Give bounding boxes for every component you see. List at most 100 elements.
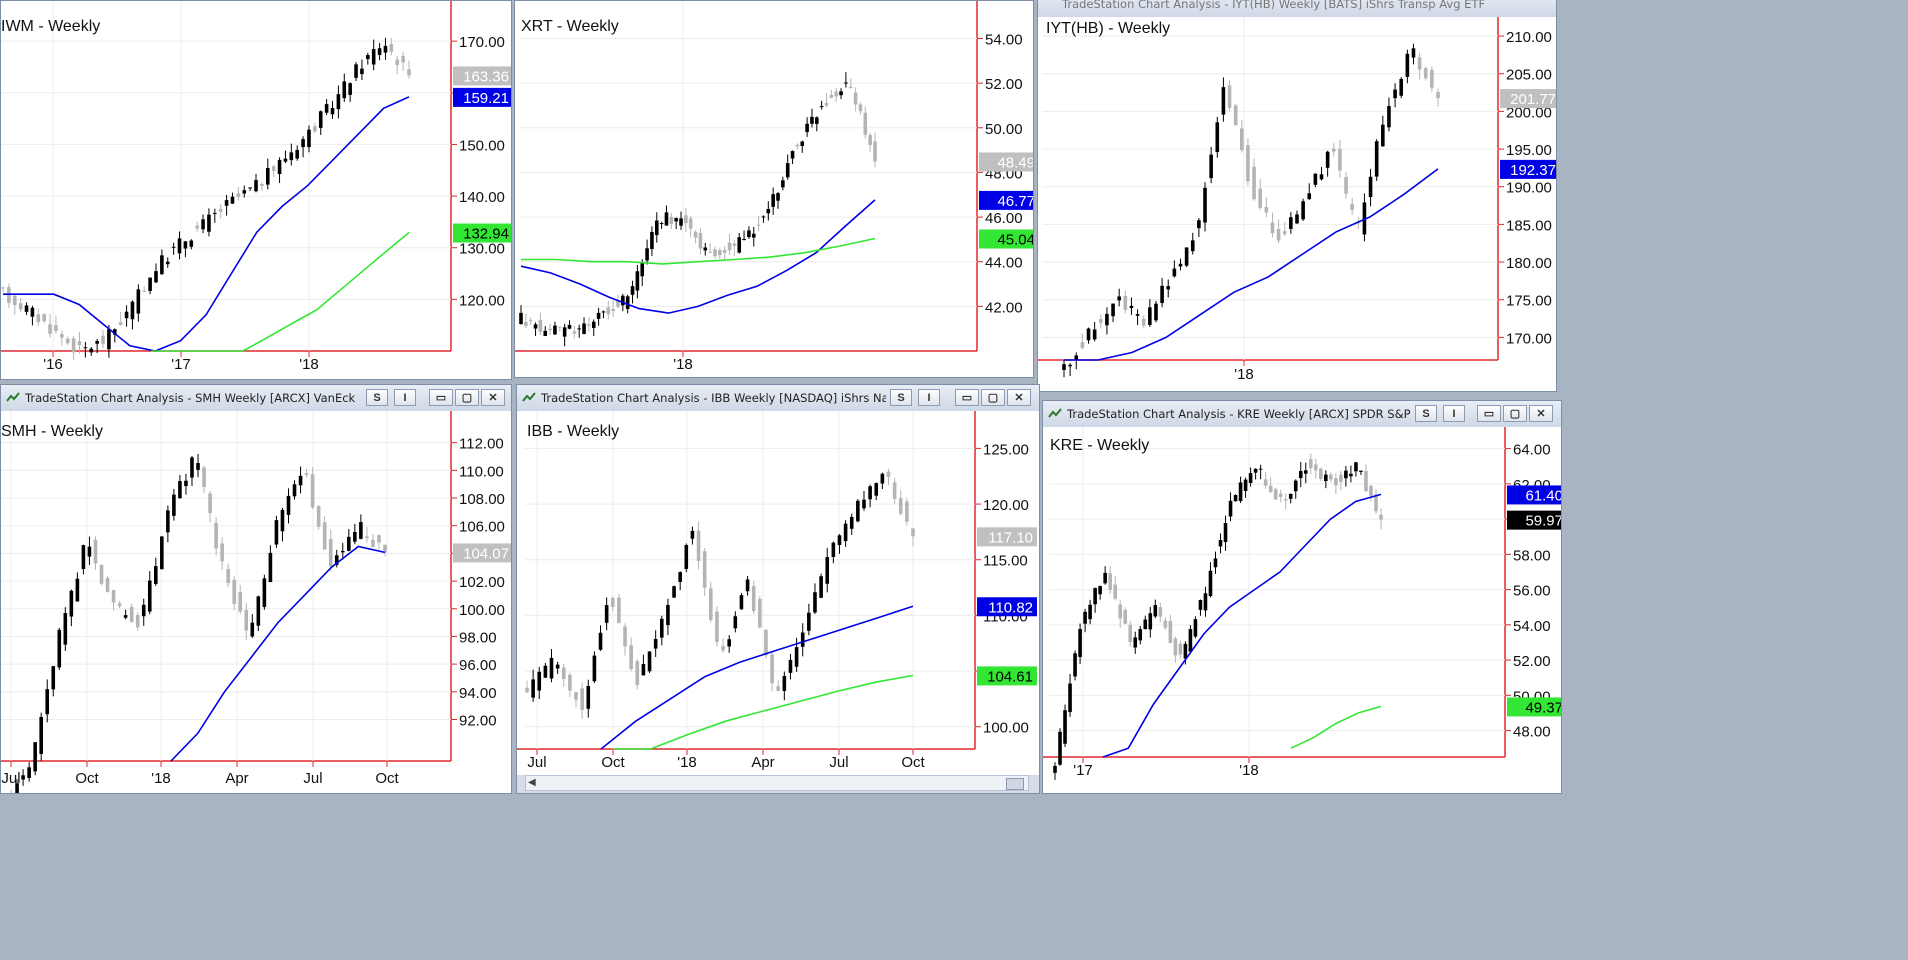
candle-body	[75, 578, 80, 602]
candle-body	[1158, 607, 1163, 617]
candle-body	[528, 319, 533, 321]
candle-body	[218, 208, 223, 212]
candle-body	[751, 586, 756, 612]
candle-body	[271, 166, 276, 171]
candle-body	[1160, 285, 1164, 304]
candle-body	[592, 655, 597, 682]
candle-body	[843, 523, 848, 542]
candle-body	[1387, 106, 1391, 128]
candle-body	[171, 246, 176, 248]
iwm-chart-window[interactable]: 170.00160.00150.00140.00130.00120.00'16'…	[0, 0, 512, 380]
candle-body	[135, 615, 140, 628]
candle-body	[672, 586, 676, 598]
close-button[interactable]: ✕	[1007, 389, 1031, 406]
i-menu-button[interactable]: I	[918, 389, 940, 406]
chart-symbol-label: KRE - Weekly	[1050, 437, 1149, 454]
last-price-flag	[1500, 89, 1556, 109]
smh-chart-plot[interactable]: 112.00110.00108.00106.00104.00102.00100.…	[1, 411, 511, 793]
smh-title-bar[interactable]: TradeStation Chart Analysis - SMH Weekly…	[1, 385, 511, 412]
iwm-chart-plot[interactable]: 170.00160.00150.00140.00130.00120.00'16'…	[1, 1, 511, 379]
candle-body	[795, 144, 800, 147]
xrt-chart-plot[interactable]: 54.00 52.00 50.00 48.00 46.00 44.00 42.00'18 XR…	[515, 1, 1033, 377]
close-button[interactable]: ✕	[481, 389, 505, 406]
i-menu-button[interactable]: I	[394, 389, 416, 406]
candle-body	[708, 251, 712, 253]
candle-body	[202, 467, 206, 487]
candle-body	[165, 261, 170, 265]
candle-body	[244, 610, 249, 631]
xrt-chart-window[interactable]: 54.00 52.00 50.00 48.00 46.00 44.00 42.00'18 XR…	[514, 0, 1034, 378]
candle-body	[1301, 201, 1305, 220]
iyt-title-bar[interactable]: TradeStation Chart Analysis - IYT(HB) We…	[1038, 0, 1556, 18]
ma200-value-flag	[453, 223, 511, 243]
candle-body	[153, 566, 158, 584]
x-tick-label: Jul	[303, 770, 322, 787]
candle-body	[733, 616, 738, 629]
candle-body	[124, 311, 129, 319]
candle-body	[849, 516, 854, 529]
candle-body	[322, 522, 327, 550]
candle-body	[389, 44, 394, 52]
candle-body	[621, 295, 625, 306]
iyt-chart-window[interactable]: TradeStation Chart Analysis - IYT(HB) We…	[1037, 0, 1557, 392]
candle-body	[330, 107, 335, 115]
candle-body	[586, 685, 591, 709]
minimize-button[interactable]: ▭	[955, 389, 979, 406]
candle-body	[283, 158, 288, 162]
candle-body	[1344, 177, 1348, 194]
candle-body	[790, 150, 795, 159]
candle-body	[805, 123, 809, 133]
candle-body	[1128, 624, 1133, 642]
candle-body	[1123, 609, 1128, 624]
candle-body	[591, 321, 596, 328]
candle-body	[395, 59, 400, 66]
close-button[interactable]: ✕	[1529, 405, 1553, 422]
y-tick-label: 58.00	[1513, 547, 1551, 564]
candle-body	[596, 312, 601, 319]
candle-body	[21, 775, 25, 780]
s-menu-button[interactable]: S	[366, 389, 388, 406]
candle-body	[334, 555, 339, 565]
ibb-chart-window[interactable]: TradeStation Chart Analysis - IBB Weekly…	[516, 384, 1040, 794]
y-tick-label: 108.00	[459, 491, 505, 508]
smh-chart-window[interactable]: TradeStation Chart Analysis - SMH Weekly…	[0, 384, 512, 794]
candle-body	[1113, 584, 1117, 599]
ibb-horizontal-scrollbar[interactable]: ◀	[525, 775, 1029, 791]
candle-body	[142, 290, 147, 292]
candle-body	[1319, 174, 1324, 180]
candle-body	[751, 233, 756, 238]
candle-body	[183, 241, 188, 249]
maximize-button[interactable]: ▢	[1503, 405, 1527, 422]
ibb-title-bar[interactable]: TradeStation Chart Analysis - IBB Weekly…	[517, 385, 1039, 412]
last-price-label: 201.77	[1510, 91, 1556, 108]
scroll-thumb[interactable]	[1006, 778, 1024, 790]
kre-title-bar[interactable]: TradeStation Chart Analysis - KRE Weekly…	[1043, 401, 1561, 428]
axes: 112.00110.00108.00106.00104.00102.00100.…	[1, 411, 505, 787]
candle-body	[721, 646, 725, 651]
minimize-button[interactable]: ▭	[1477, 405, 1501, 422]
maximize-button[interactable]: ▢	[981, 389, 1005, 406]
candle-body	[548, 328, 552, 331]
minimize-button[interactable]: ▭	[429, 389, 453, 406]
maximize-button[interactable]: ▢	[455, 389, 479, 406]
kre-chart-window[interactable]: TradeStation Chart Analysis - KRE Weekly…	[1042, 400, 1562, 794]
candle-body	[112, 329, 117, 335]
candle-body	[1381, 124, 1385, 147]
candle-body	[1334, 478, 1338, 486]
candle-body	[538, 319, 543, 332]
i-menu-button[interactable]: I	[1443, 405, 1465, 422]
iyt-chart-plot[interactable]: 210.00 205.00 200.00 195.00 190.00 185.00 180.…	[1038, 17, 1556, 391]
ibb-chart-plot[interactable]: 125.00120.00115.00110.00105.00100.00JulO…	[517, 411, 1039, 775]
candle-body	[1143, 619, 1148, 630]
s-menu-button[interactable]: S	[890, 389, 912, 406]
ma50-line	[1102, 493, 1382, 758]
x-tick-label: Jul	[527, 754, 546, 771]
x-tick-label: '17	[1073, 762, 1093, 779]
candle-body	[1364, 471, 1368, 492]
kre-chart-plot[interactable]: 64.0062.0060.0058.0056.0054.0052.0050.00…	[1043, 427, 1561, 793]
scroll-left-arrow[interactable]: ◀	[528, 777, 536, 788]
ma50-value-flag	[1500, 159, 1556, 179]
ma200-value-label: 49.37	[1525, 699, 1561, 716]
s-menu-button[interactable]: S	[1415, 405, 1437, 422]
candle-body	[794, 647, 799, 667]
